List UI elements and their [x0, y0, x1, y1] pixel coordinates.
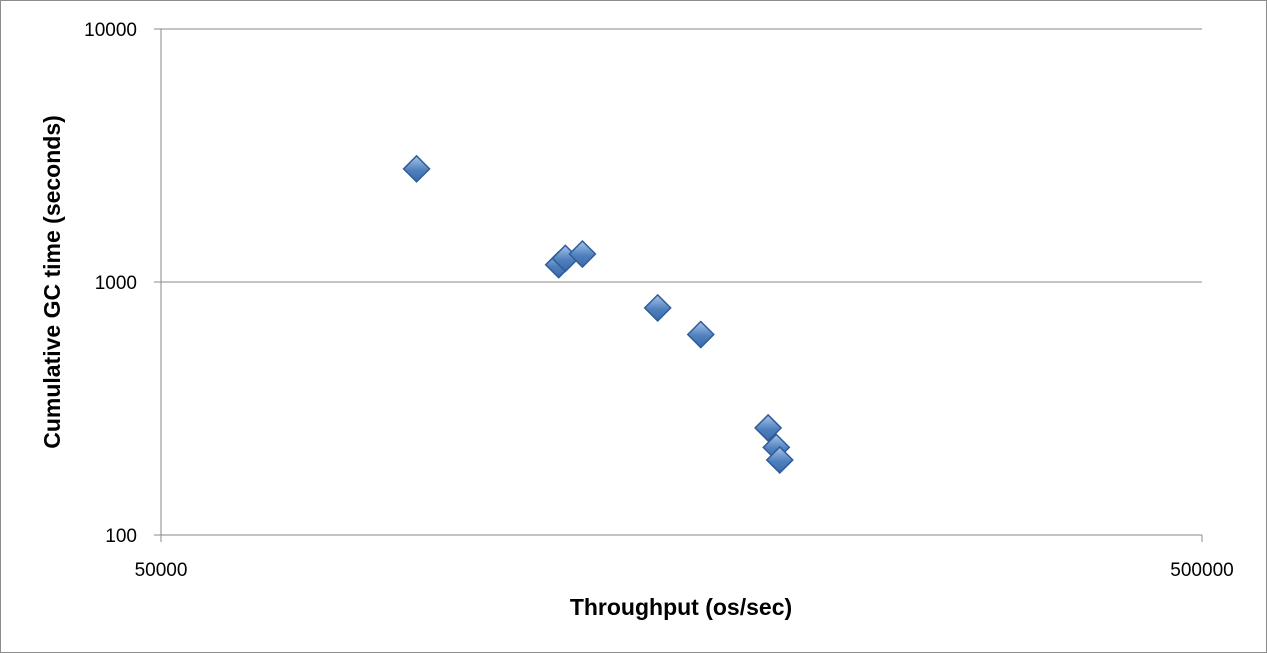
x-axis-title: Throughput (os/sec) [570, 594, 792, 620]
grid-layer [154, 28, 1202, 536]
data-point-marker [754, 413, 783, 442]
data-point-layer [402, 154, 794, 475]
x-tick-label-500000: 500000 [1170, 560, 1233, 581]
data-point-marker [568, 239, 597, 269]
y-axis-title: Cumulative GC time (seconds) [39, 115, 65, 449]
y-tick-label-1000: 1000 [95, 273, 137, 294]
data-point-marker [765, 445, 794, 475]
data-point-marker [643, 293, 672, 322]
y-tick-label-100: 100 [105, 526, 137, 547]
axis-layer [160, 29, 1203, 542]
data-point-marker [686, 320, 715, 349]
tick-label-layer: 10000 1000 100 50000 500000 [84, 20, 1234, 581]
y-tick-label-10000: 10000 [84, 20, 137, 41]
data-point-marker [402, 154, 431, 183]
x-tick-label-50000: 50000 [135, 560, 188, 581]
